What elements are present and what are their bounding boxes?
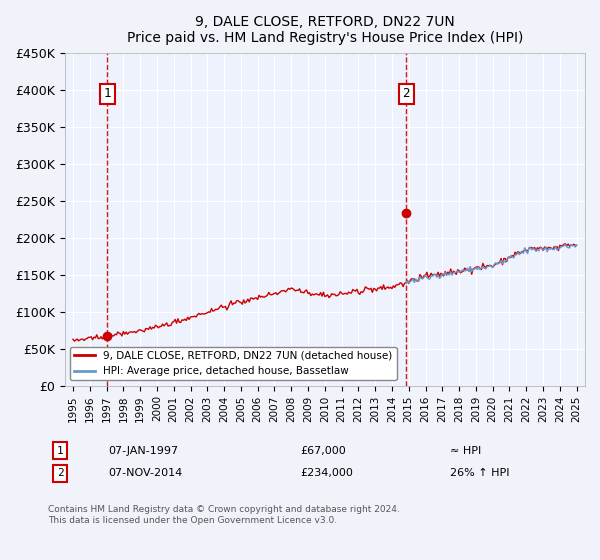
Legend: 9, DALE CLOSE, RETFORD, DN22 7UN (detached house), HPI: Average price, detached : 9, DALE CLOSE, RETFORD, DN22 7UN (detach… [70, 347, 397, 380]
Text: £67,000: £67,000 [300, 446, 346, 456]
Text: 07-NOV-2014: 07-NOV-2014 [108, 468, 182, 478]
Text: £234,000: £234,000 [300, 468, 353, 478]
Text: 1: 1 [56, 446, 64, 456]
Text: 07-JAN-1997: 07-JAN-1997 [108, 446, 178, 456]
Text: Contains HM Land Registry data © Crown copyright and database right 2024.
This d: Contains HM Land Registry data © Crown c… [48, 506, 400, 525]
Title: 9, DALE CLOSE, RETFORD, DN22 7UN
Price paid vs. HM Land Registry's House Price I: 9, DALE CLOSE, RETFORD, DN22 7UN Price p… [127, 15, 523, 45]
Text: 2: 2 [403, 87, 410, 100]
Text: 2: 2 [56, 468, 64, 478]
Text: 1: 1 [103, 87, 111, 100]
Text: ≈ HPI: ≈ HPI [450, 446, 481, 456]
Text: 26% ↑ HPI: 26% ↑ HPI [450, 468, 509, 478]
